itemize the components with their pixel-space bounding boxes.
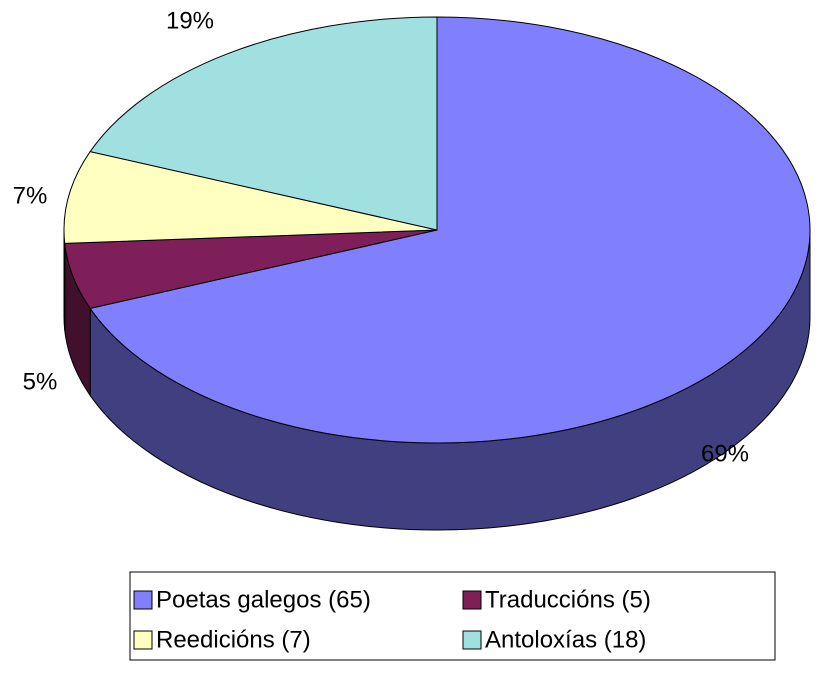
legend-swatch [133,630,153,650]
legend-swatch [462,630,482,650]
legend-label: Poetas galegos (65) [156,586,371,613]
slice [89,16,438,231]
data-label: 69% [701,440,749,467]
data-label: 7% [13,182,48,209]
legend-swatch [133,590,153,610]
legend-label: Antoloxías (18) [485,626,646,653]
legend-box [129,571,776,661]
slice [89,16,811,444]
data-label: 19% [166,7,214,34]
data-label: 5% [23,368,58,395]
legend-swatch [462,590,482,610]
legend-label: Traduccións (5) [485,586,651,613]
legend-label: Reedicións (7) [156,626,311,653]
slice [63,151,438,244]
